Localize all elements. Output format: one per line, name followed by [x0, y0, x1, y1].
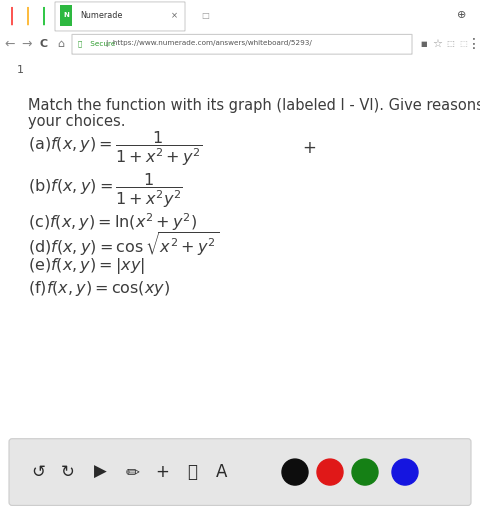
Text: ▶: ▶ [94, 463, 107, 481]
Text: ⊕: ⊕ [457, 10, 467, 20]
Text: 🔒: 🔒 [78, 40, 82, 47]
Text: Match the function with its graph (labeled I - VI). Give reasons for: Match the function with its graph (label… [28, 98, 480, 113]
FancyBboxPatch shape [55, 2, 185, 31]
Text: N: N [63, 12, 69, 18]
FancyBboxPatch shape [72, 34, 412, 54]
Text: (c)$f(x, y) = \ln(x^2 + y^2)$: (c)$f(x, y) = \ln(x^2 + y^2)$ [28, 211, 197, 233]
Text: ■: ■ [420, 41, 427, 47]
Circle shape [352, 459, 378, 485]
Text: 1: 1 [16, 66, 24, 75]
Text: Numerade: Numerade [80, 11, 122, 20]
Text: A: A [216, 463, 228, 481]
Text: ↺: ↺ [31, 463, 45, 481]
Text: +: + [155, 463, 169, 481]
Text: ←: ← [5, 38, 15, 51]
Text: (b)$f(x, y) = \dfrac{1}{1 + x^2y^2}$: (b)$f(x, y) = \dfrac{1}{1 + x^2y^2}$ [28, 171, 183, 210]
Text: (f)$f(x, y) = \cos(xy)$: (f)$f(x, y) = \cos(xy)$ [28, 279, 170, 298]
Text: (a)$f(x, y) = \dfrac{1}{1 + x^2 + y^2}$: (a)$f(x, y) = \dfrac{1}{1 + x^2 + y^2}$ [28, 129, 202, 167]
Text: ⋮: ⋮ [467, 37, 480, 51]
Text: ⟋: ⟋ [187, 463, 197, 481]
Text: your choices.: your choices. [28, 114, 125, 130]
Circle shape [282, 459, 308, 485]
Circle shape [392, 459, 418, 485]
Text: +: + [303, 139, 316, 157]
Text: |  https://www.numerade.com/answers/whiteboard/5293/: | https://www.numerade.com/answers/white… [88, 40, 312, 47]
Text: ⌂: ⌂ [58, 39, 65, 49]
Text: ✏: ✏ [125, 463, 139, 481]
Text: →: → [22, 38, 32, 51]
Text: C: C [40, 39, 48, 49]
FancyBboxPatch shape [9, 439, 471, 505]
Text: (d)$f(x, y) = \cos\sqrt{x^2 + y^2}$: (d)$f(x, y) = \cos\sqrt{x^2 + y^2}$ [28, 230, 219, 258]
Bar [60, 6, 72, 27]
Text: (e)$f(x, y) = |xy|$: (e)$f(x, y) = |xy|$ [28, 257, 145, 276]
Text: ⬚: ⬚ [459, 39, 467, 48]
Text: □: □ [201, 11, 209, 20]
Text: ⬚: ⬚ [446, 39, 454, 48]
Text: ☆: ☆ [432, 39, 442, 49]
Text: ×: × [170, 11, 178, 20]
Text: ↻: ↻ [61, 463, 75, 481]
Text: Secure: Secure [88, 41, 115, 47]
Circle shape [317, 459, 343, 485]
